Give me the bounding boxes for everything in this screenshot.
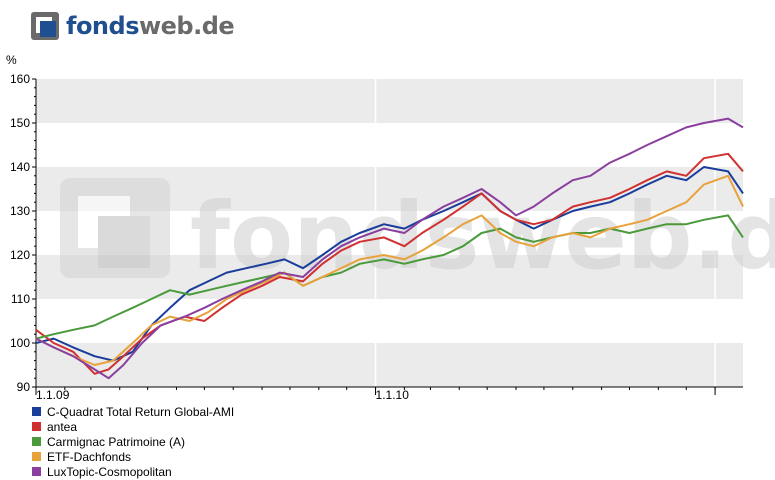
legend-label: Carmignac Patrimoine (A) — [47, 434, 186, 449]
legend-swatch — [32, 407, 41, 416]
legend-item: Carmignac Patrimoine (A) — [32, 434, 234, 449]
grid-band — [36, 79, 743, 123]
legend-label: antea — [47, 419, 78, 434]
logo-text-part2: web.de — [138, 12, 235, 40]
logo-square-icon — [31, 12, 59, 40]
legend-label: ETF-Dachfonds — [47, 449, 132, 464]
series-line — [35, 166, 744, 362]
y-tick-label: 140 — [10, 160, 30, 174]
watermark-text: fondsweb.de — [190, 183, 775, 290]
logo-text-part1: fonds — [66, 12, 139, 40]
watermark-icon-square — [98, 216, 150, 268]
y-tick-label: 150 — [10, 116, 30, 130]
legend-label: C-Quadrat Total Return Global-AMI — [47, 404, 235, 419]
legend-swatch — [32, 452, 41, 461]
series-line — [35, 152, 744, 375]
y-axis-unit-label: % — [6, 53, 17, 67]
watermark: fondsweb.de — [60, 178, 775, 290]
x-tick-label: 1.1.10 — [376, 388, 410, 400]
line-chart: fondsweb.de % 90 100 110 120 130 140 150 160 1.1.… — [6, 53, 775, 400]
grid-band — [36, 343, 743, 387]
legend-swatch — [32, 437, 41, 446]
y-tick-label: 120 — [10, 248, 30, 262]
axes: % 90 100 110 120 130 140 150 160 1.1.09 1.1.10 — [6, 53, 743, 400]
series-line — [35, 117, 744, 380]
legend-swatch — [32, 467, 41, 476]
y-tick-label: 90 — [17, 380, 31, 394]
fondsweb-logo: fondsweb.de — [30, 10, 235, 42]
y-tick-label: 110 — [11, 292, 30, 306]
legend: C-Quadrat Total Return Global-AMI antea Ca… — [32, 404, 234, 479]
legend-item: C-Quadrat Total Return Global-AMI — [32, 404, 234, 419]
y-tick-label: 100 — [10, 336, 30, 350]
logo-wordmark: fondsweb.de — [66, 11, 235, 41]
y-tick-label: 130 — [10, 204, 30, 218]
y-tick-label: 160 — [10, 72, 30, 86]
legend-label: LuxTopic-Cosmopolitan — [47, 464, 172, 479]
legend-swatch — [32, 422, 41, 431]
series-lines — [35, 117, 744, 380]
x-tick-label: 1.1.09 — [36, 388, 70, 400]
series-line — [35, 214, 744, 340]
series-line — [35, 174, 744, 366]
legend-item: ETF-Dachfonds — [32, 449, 234, 464]
legend-item: LuxTopic-Cosmopolitan — [32, 464, 234, 479]
legend-item: antea — [32, 419, 234, 434]
